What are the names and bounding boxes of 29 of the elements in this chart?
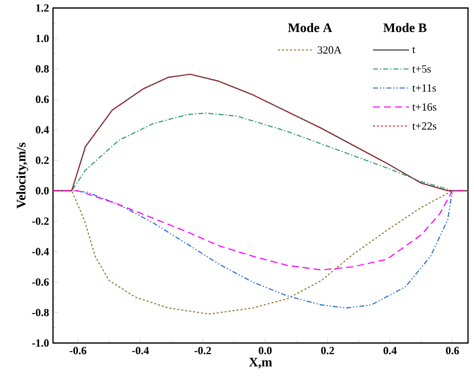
y-tick-label: 0.4: [36, 126, 49, 134]
y-tick-label: -0.6: [32, 278, 49, 286]
x-tick-label: -0.2: [194, 346, 212, 354]
x-tick-label: 0.2: [321, 346, 334, 354]
x-tick-label: -0.4: [132, 346, 149, 354]
y-tick-label: -0.8: [32, 308, 49, 316]
y-tick-label: -0.2: [32, 217, 49, 225]
x-tick-label: 0.6: [446, 346, 459, 354]
y-tick-label: -0.4: [32, 248, 49, 256]
y-tick-label: -1.0: [32, 339, 49, 347]
y-axis-title: Velocity,m/s: [16, 142, 28, 209]
y-tick-label: 0.2: [36, 156, 49, 164]
y-tick-label: 0.0: [36, 186, 49, 194]
legend-label: t+22s: [412, 122, 436, 130]
y-tick-label: 0.8: [36, 65, 49, 73]
x-axis-title: X,m: [249, 358, 272, 368]
legend-label: t: [412, 46, 416, 54]
x-tick-label: 0.0: [258, 346, 272, 354]
legend-label: t+5s: [412, 65, 431, 73]
y-tick-label: 1.2: [36, 4, 49, 12]
legend-label: 320A: [318, 46, 342, 54]
x-tick-label: 0.4: [384, 346, 397, 354]
legend-label: t+16s: [412, 103, 436, 111]
annotation: Mode A: [288, 22, 332, 32]
legend-label: t+11s: [412, 84, 436, 92]
y-tick-label: 0.6: [36, 96, 49, 104]
x-tick-label: -0.6: [70, 346, 86, 354]
y-tick-label: 1.0: [36, 34, 49, 42]
annotation: Mode B: [383, 22, 426, 32]
